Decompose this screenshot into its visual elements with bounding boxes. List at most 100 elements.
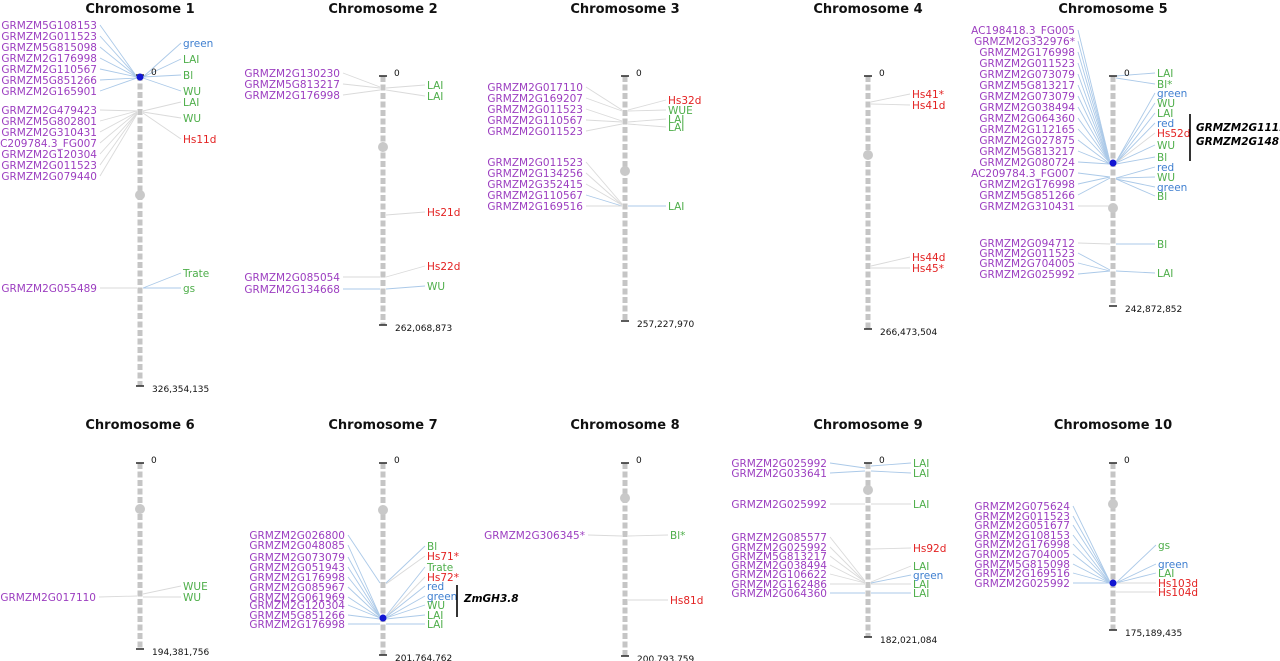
- start-position-label: 0: [394, 69, 400, 79]
- gene-label: GRMZM2G025992: [979, 269, 1075, 281]
- gene-label: AC198418.3_FG005: [971, 25, 1075, 37]
- chromosome-panel-1: Chromosome 10326,354,135GRMZM5G108153GRM…: [0, 2, 216, 395]
- trait-label: WUE: [183, 581, 208, 593]
- gene-label: GRMZM2G306345*: [484, 530, 585, 542]
- gene-leader-line: [1077, 270, 1111, 275]
- gene-leader-line: [585, 183, 623, 206]
- gene-label: GRMZM2G169516: [487, 201, 583, 213]
- gene-label: GRMZM2G120304: [1, 149, 97, 161]
- gene-leader-line: [587, 534, 623, 537]
- gene-label: GRMZM2G176998: [979, 179, 1075, 191]
- trait-label: red: [1157, 162, 1174, 174]
- trait-label: green: [913, 570, 943, 582]
- trait-label: Hs72*: [427, 572, 459, 584]
- gene-label: GRMZM2G080724: [979, 157, 1075, 169]
- gene-label: GRMZM5G815098: [1, 42, 97, 54]
- gene-leader-line: [1072, 524, 1111, 583]
- gene-label: GRMZM2G025992: [731, 458, 827, 470]
- trait-label: Hs11d: [183, 134, 216, 146]
- end-position-label: 262,068,873: [395, 324, 452, 334]
- trait-leader-line: [385, 545, 426, 584]
- gene-leader-line: [585, 97, 623, 112]
- trait-label: Hs44d: [912, 252, 945, 264]
- gene-label: GRMZM2G011523: [974, 511, 1070, 523]
- end-position-label: 257,227,970: [637, 320, 695, 330]
- gene-label: GRMZM2G176998: [1, 53, 97, 65]
- trait-leader-line: [142, 74, 182, 78]
- centromere: [863, 485, 873, 495]
- gene-label: GRMZM2G110567: [487, 115, 583, 127]
- gene-leader-line: [1072, 563, 1111, 584]
- gene-leader-line: [1077, 106, 1111, 164]
- start-position-label: 0: [879, 69, 885, 79]
- gene-label: GRMZM2G073079: [249, 552, 345, 564]
- gene-label: GRMZM2G479423: [1, 105, 97, 117]
- trait-label: Hs32d: [668, 95, 701, 107]
- chromosome-panel-4: Chromosome 4 0 266,473,504 Hs41*Hs41d Hs44dH…: [813, 2, 945, 338]
- trait-leader-line: [870, 565, 912, 583]
- gene-label: GRMZM5G851266: [979, 190, 1075, 202]
- gene-leader-line: [829, 546, 866, 583]
- trait-label: gs: [183, 283, 195, 295]
- trait-label: green: [183, 38, 213, 50]
- trait-leader-line: [1115, 178, 1156, 188]
- gene-label: GRMZM2G162486: [731, 579, 827, 591]
- trait-label: LAI: [1157, 268, 1173, 280]
- trait-leader-line: [627, 99, 667, 111]
- gene-leader-line: [99, 35, 138, 78]
- trait-label: Hs22d: [427, 261, 460, 273]
- trait-leader-line: [385, 555, 426, 585]
- trait-label: LAI: [913, 458, 929, 470]
- end-position-label: 242,872,852: [1125, 305, 1182, 315]
- trait-leader-line: [870, 256, 911, 267]
- trait-leader-line: [1115, 122, 1156, 164]
- trait-leader-line: [627, 109, 667, 112]
- gene-label: GRMZM2G310431: [1, 127, 97, 139]
- gene-label: GRMZM2G017110: [487, 82, 583, 94]
- gene-leader-line: [1077, 139, 1111, 165]
- gene-label: GRMZM2G055489: [1, 283, 97, 295]
- end-position-label: 266,473,504: [880, 328, 938, 338]
- start-position-label: 0: [636, 456, 642, 466]
- gene-leader-line: [99, 109, 138, 112]
- trait-leader-line: [385, 566, 426, 617]
- gene-leader-line: [99, 57, 138, 78]
- gene-leader-line: [1077, 117, 1111, 164]
- trait-label: LAI: [427, 619, 443, 631]
- trait-label: LAI: [1158, 568, 1174, 580]
- gene-leader-line: [347, 566, 381, 618]
- gene-label: GRMZM2G110567: [487, 190, 583, 202]
- gene-leader-line: [1077, 252, 1111, 271]
- gene-label: GRMZM5G813217: [979, 146, 1075, 158]
- trait-label: LAI: [913, 579, 929, 591]
- gene-label: GRMZM5G813217: [979, 80, 1075, 92]
- trait-leader-line: [1115, 176, 1156, 179]
- gene-leader-line: [829, 555, 866, 583]
- gene-leader-line: [1072, 515, 1111, 583]
- trait-label: WU: [427, 281, 445, 293]
- trait-leader-line: [142, 111, 182, 119]
- centromere: [135, 504, 145, 514]
- gene-label: GRMZM5G813217: [244, 79, 340, 91]
- gene-label: GRMZM2G332976*: [974, 36, 1075, 48]
- end-position-label: 194,381,756: [152, 648, 210, 658]
- gene-label: GRMZM2G352415: [487, 179, 583, 191]
- gene-leader-line: [1072, 543, 1111, 584]
- gene-leader-line: [1077, 95, 1111, 164]
- trait-leader-line: [385, 285, 426, 290]
- chromosome-panel-10: Chromosome 100175,189,435GRMZM2G075624GR…: [974, 418, 1198, 639]
- gene-leader-line: [585, 108, 623, 122]
- gene-leader-line: [347, 596, 381, 619]
- trait-leader-line: [385, 211, 426, 216]
- gene-leader-line: [1077, 84, 1111, 164]
- trait-label: LAI: [913, 468, 929, 480]
- start-position-label: 0: [151, 68, 157, 78]
- gene-label: GRMZM2G011523: [487, 157, 583, 169]
- gene-label: GRMZM2G011523: [1, 31, 97, 43]
- trait-leader-line: [1115, 92, 1156, 163]
- gene-label: GRMZM2G026800: [249, 530, 345, 542]
- gene-label: GRMZM2G085054: [244, 272, 340, 284]
- trait-label: LAI: [913, 499, 929, 511]
- gene-leader-line: [1077, 176, 1111, 185]
- trait-label: WU: [183, 113, 201, 125]
